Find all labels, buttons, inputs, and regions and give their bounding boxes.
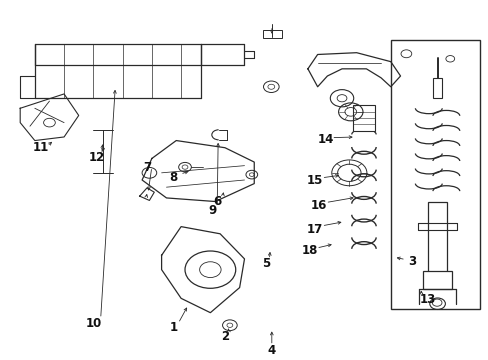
Text: 7: 7	[142, 161, 151, 174]
Text: 10: 10	[85, 317, 101, 330]
Text: 15: 15	[306, 174, 322, 186]
Text: 17: 17	[306, 222, 323, 236]
Bar	[432, 78, 442, 98]
Bar	[390, 40, 479, 309]
Bar	[352, 105, 374, 131]
Text: 14: 14	[317, 133, 333, 146]
Text: 6: 6	[213, 195, 222, 208]
Text: 1: 1	[169, 320, 178, 333]
Text: 8: 8	[169, 171, 178, 184]
Text: 16: 16	[310, 199, 326, 212]
Text: 12: 12	[88, 151, 104, 164]
Bar	[422, 271, 451, 289]
Bar	[427, 202, 447, 273]
Text: 3: 3	[408, 255, 416, 268]
Text: 18: 18	[302, 244, 318, 257]
Text: 2: 2	[221, 330, 228, 343]
Text: 5: 5	[262, 257, 270, 270]
Text: 9: 9	[208, 204, 217, 217]
Text: 11: 11	[33, 141, 49, 154]
Text: 4: 4	[267, 344, 275, 357]
Text: 13: 13	[418, 293, 435, 306]
Bar	[263, 31, 281, 39]
